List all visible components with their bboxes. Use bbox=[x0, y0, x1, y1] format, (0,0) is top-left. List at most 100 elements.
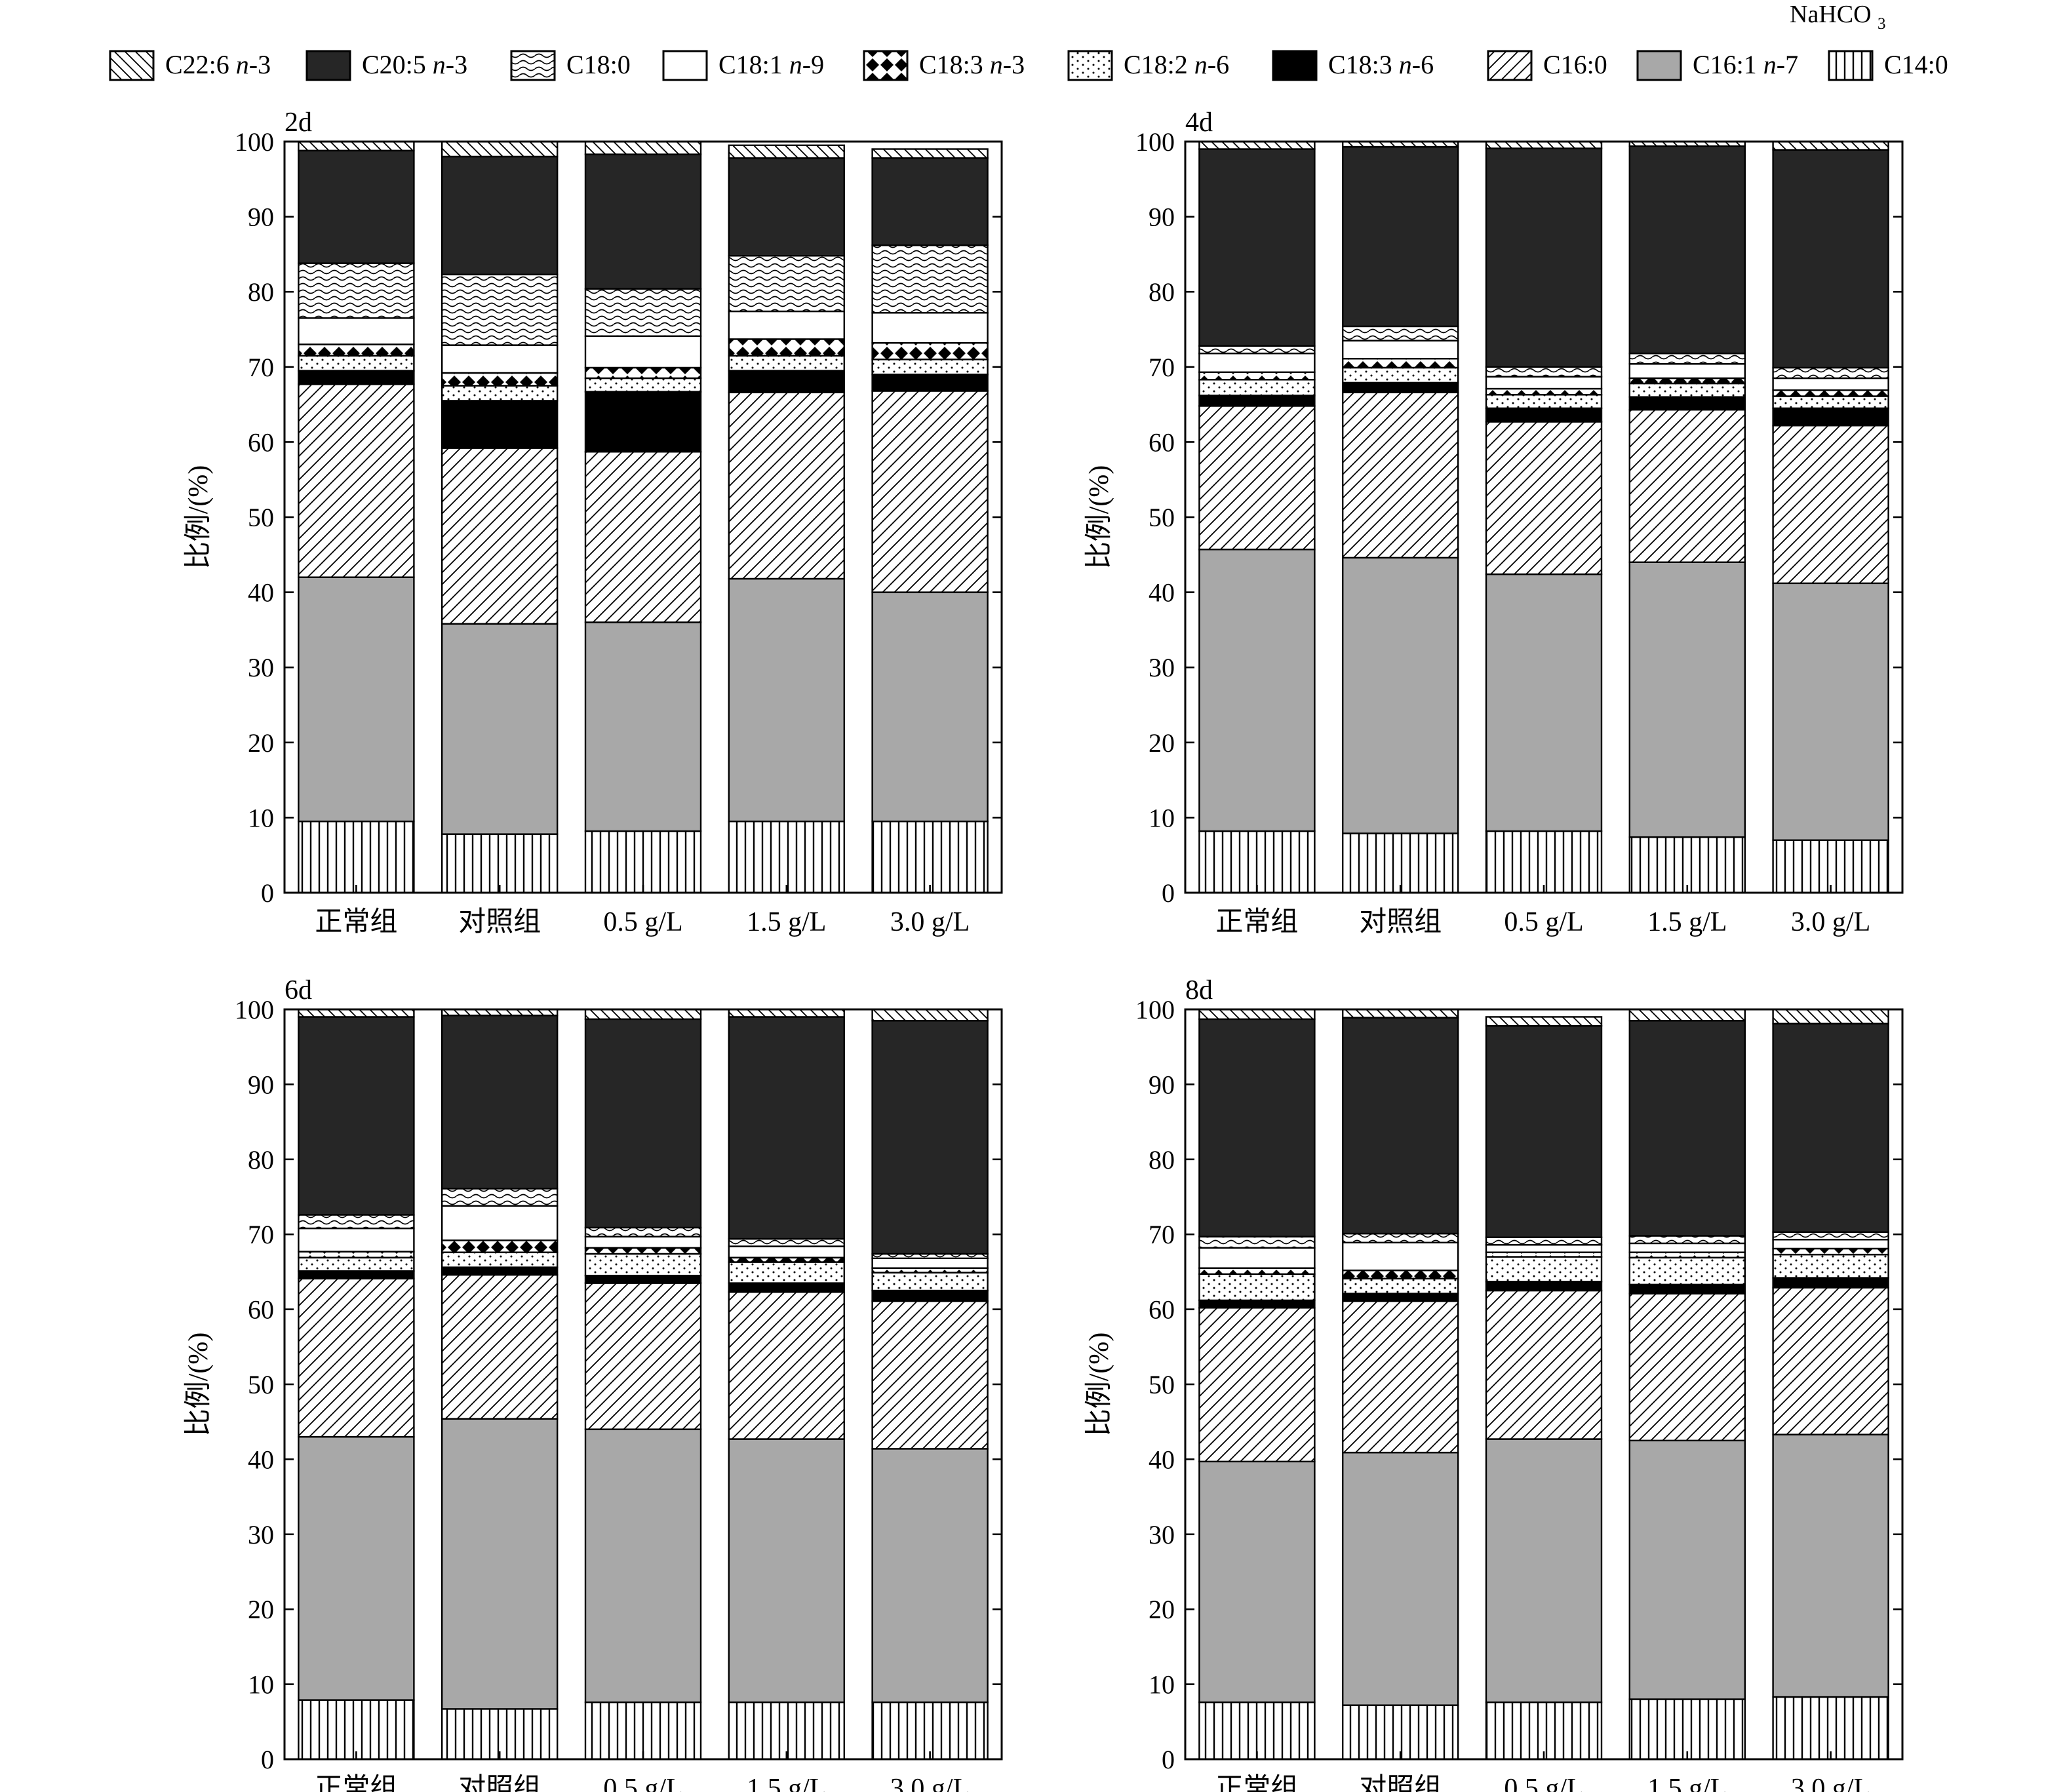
legend-item-c16-0: C16:0 bbox=[1487, 50, 1607, 81]
x-axis: 正常组 对照组 0.5 g/L 1.5 g/L 3.0 g/L bbox=[1215, 1751, 1870, 1792]
y-tick-label: 70 bbox=[248, 353, 274, 382]
legend-item-c18-2-n-6: C18:2 n-6 bbox=[1067, 50, 1229, 81]
bar-segment-c20-5-n-3 bbox=[1772, 1023, 1889, 1233]
bar-segment-c18-3-n-3 bbox=[871, 341, 989, 360]
bar-8d-1 bbox=[1341, 1008, 1459, 1761]
y-tick-label: 70 bbox=[248, 1220, 274, 1249]
bar-segment-c16-1-n-7 bbox=[871, 1448, 989, 1704]
bar-8d-4 bbox=[1772, 1008, 1889, 1761]
bar-segment-c18-1-n-9 bbox=[1198, 1247, 1316, 1269]
y-tick-label: 30 bbox=[1149, 653, 1175, 682]
bar-segment-c14-0 bbox=[871, 1701, 989, 1761]
y-tick-label: 50 bbox=[248, 503, 274, 532]
bar-8d-2 bbox=[1485, 1016, 1603, 1761]
y-tick-label: 40 bbox=[1149, 1445, 1175, 1474]
bar-segment-c18-3-n-6 bbox=[1198, 395, 1316, 407]
legend-item-c18-3-n-3: C18:3 n-3 bbox=[863, 50, 1025, 81]
bar-segment-c18-3-n-6 bbox=[1198, 1299, 1316, 1309]
y-axis: 0 10 20 30 40 50 60 70 80 90 100 比例/(%) bbox=[184, 995, 1002, 1774]
bar-segment-c18-3-n-6 bbox=[728, 1282, 846, 1293]
bar-4d-3 bbox=[1628, 140, 1746, 894]
background-strip bbox=[846, 1009, 871, 1759]
bar-segment-c18-3-n-3 bbox=[584, 366, 702, 380]
legend-item-c14-0: C14:0 bbox=[1828, 50, 1948, 81]
legend-label: C18:0 bbox=[566, 50, 631, 79]
bar-segment-c18-1-n-9 bbox=[441, 344, 559, 374]
bar-segment-c18-1-n-9 bbox=[1341, 1241, 1459, 1272]
bar-segment-c16-0 bbox=[584, 451, 702, 623]
legend-item-c16-1-n-7: C16:1 n-7 bbox=[1636, 50, 1798, 81]
background-strip bbox=[1316, 1009, 1341, 1759]
x-tick-label: 3.0 g/L bbox=[890, 907, 970, 937]
x-tick-label: 对照组 bbox=[1359, 907, 1442, 937]
bar-segment-c14-0 bbox=[728, 820, 846, 894]
y-tick-label: 0 bbox=[261, 1745, 274, 1774]
bar-segment-c18-3-n-3 bbox=[1485, 387, 1603, 396]
bar-segment-c22-6-n-3 bbox=[728, 144, 846, 159]
legend-label: C18:1 n-9 bbox=[718, 50, 824, 79]
background-strip bbox=[415, 1009, 441, 1759]
panel-8d: 0 10 20 30 40 50 60 70 80 90 100 比例/(%) 正常组 对照组 0.5 g/… bbox=[1084, 975, 1904, 1792]
background-strip bbox=[1603, 1009, 1628, 1759]
bar-segment-c18-1-n-9 bbox=[728, 1245, 846, 1258]
y-axis: 0 10 20 30 40 50 60 70 80 90 100 比例/(%) bbox=[1084, 995, 1902, 1774]
bar-2d-4 bbox=[871, 148, 989, 894]
legend-label: C22:6 n-3 bbox=[165, 50, 271, 79]
bar-segment-c16-1-n-7 bbox=[871, 591, 989, 823]
bar-segment-c22-6-n-3 bbox=[441, 140, 559, 158]
bar-segment-c22-6-n-3 bbox=[584, 1008, 702, 1021]
legend-swatch bbox=[863, 50, 909, 81]
bar-segment-c18-3-n-6 bbox=[1341, 381, 1459, 393]
bar-segment-c18-1-n-9 bbox=[871, 312, 989, 344]
bar-segment-c16-0 bbox=[1772, 1287, 1889, 1435]
y-axis-label: 比例/(%) bbox=[184, 465, 214, 570]
bar-segment-c18-3-n-6 bbox=[728, 370, 846, 393]
bar-segment-c20-5-n-3 bbox=[1628, 1019, 1746, 1237]
bar-segment-c14-0 bbox=[1341, 832, 1459, 894]
bar-4d-2 bbox=[1485, 140, 1603, 894]
y-tick-label: 30 bbox=[1149, 1520, 1175, 1549]
y-tick-label: 90 bbox=[248, 203, 274, 232]
bar-segment-c18-2-n-6 bbox=[298, 355, 415, 372]
y-tick-label: 100 bbox=[1135, 995, 1175, 1024]
group-label-main: NaHCO bbox=[1790, 1, 1872, 28]
x-tick-label: 正常组 bbox=[1215, 907, 1298, 937]
x-tick-label: 对照组 bbox=[458, 907, 541, 937]
bar-segment-c20-5-n-3 bbox=[1628, 145, 1746, 355]
bar-segment-c18-2-n-6 bbox=[1628, 382, 1746, 398]
bar-segment-c22-6-n-3 bbox=[1485, 1016, 1603, 1027]
bar-segment-c18-2-n-6 bbox=[728, 355, 846, 372]
bar-segment-c18-1-n-9 bbox=[584, 1236, 702, 1249]
bar-segment-c20-5-n-3 bbox=[298, 149, 415, 264]
panel-title: 6d bbox=[285, 975, 312, 1005]
bar-segment-c18-2-n-6 bbox=[1772, 395, 1889, 410]
bar-segment-c16-1-n-7 bbox=[728, 1438, 846, 1704]
bar-segment-c18-3-n-6 bbox=[1485, 1281, 1603, 1292]
y-axis-label: 比例/(%) bbox=[1084, 465, 1114, 570]
bar-segment-c18-3-n-3 bbox=[1198, 371, 1316, 381]
bar-segment-c18-0 bbox=[298, 1214, 415, 1230]
bar-segment-c18-3-n-3 bbox=[298, 1251, 415, 1258]
bar-segment-c16-1-n-7 bbox=[298, 1435, 415, 1701]
bar-4d-1 bbox=[1341, 140, 1459, 894]
bar-segment-c16-1-n-7 bbox=[584, 1428, 702, 1704]
bar-segment-c14-0 bbox=[1485, 830, 1603, 894]
bar-segment-c18-0 bbox=[441, 273, 559, 346]
bar-segment-c18-1-n-9 bbox=[1485, 376, 1603, 390]
bar-6d-2 bbox=[584, 1008, 702, 1761]
bar-segment-c18-2-n-6 bbox=[871, 1272, 989, 1292]
bar-segment-c16-1-n-7 bbox=[1628, 1439, 1746, 1700]
legend-label: C18:3 n-6 bbox=[1328, 50, 1434, 79]
background-strips bbox=[415, 142, 871, 893]
background-strip bbox=[846, 142, 871, 893]
x-tick-label: 正常组 bbox=[1215, 1774, 1298, 1792]
bar-segment-c14-0 bbox=[1628, 836, 1746, 894]
bar-segment-c18-1-n-9 bbox=[1341, 340, 1459, 360]
panel-title: 4d bbox=[1185, 107, 1213, 138]
bar-segment-c22-6-n-3 bbox=[1772, 1008, 1889, 1024]
bar-segment-c16-0 bbox=[441, 1274, 559, 1420]
background-strip bbox=[702, 142, 728, 893]
bar-segment-c20-5-n-3 bbox=[441, 1014, 559, 1190]
y-axis: 0 10 20 30 40 50 60 70 80 90 100 比例/(%) bbox=[184, 127, 1002, 908]
y-tick-label: 10 bbox=[248, 803, 274, 832]
